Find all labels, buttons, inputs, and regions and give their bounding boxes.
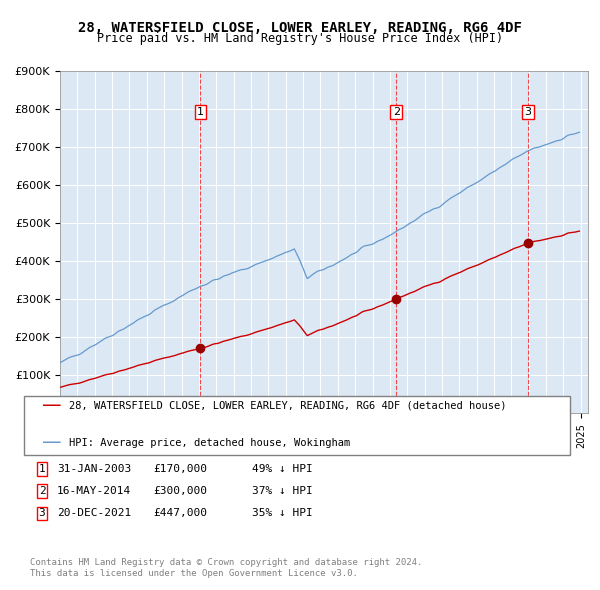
Text: 1: 1	[197, 107, 204, 117]
Text: HPI: Average price, detached house, Wokingham: HPI: Average price, detached house, Woki…	[69, 438, 350, 447]
Text: 16-MAY-2014: 16-MAY-2014	[57, 486, 131, 496]
Text: 37% ↓ HPI: 37% ↓ HPI	[252, 486, 313, 496]
Text: 31-JAN-2003: 31-JAN-2003	[57, 464, 131, 474]
Text: 35% ↓ HPI: 35% ↓ HPI	[252, 509, 313, 518]
Text: 2: 2	[38, 486, 46, 496]
Text: —: —	[42, 433, 62, 452]
Text: 28, WATERSFIELD CLOSE, LOWER EARLEY, READING, RG6 4DF (detached house): 28, WATERSFIELD CLOSE, LOWER EARLEY, REA…	[69, 401, 506, 411]
Text: 28, WATERSFIELD CLOSE, LOWER EARLEY, READING, RG6 4DF (detached house): 28, WATERSFIELD CLOSE, LOWER EARLEY, REA…	[69, 401, 506, 411]
Text: This data is licensed under the Open Government Licence v3.0.: This data is licensed under the Open Gov…	[30, 569, 358, 578]
Text: £170,000: £170,000	[153, 464, 207, 474]
Text: —: —	[42, 396, 62, 415]
Text: 49% ↓ HPI: 49% ↓ HPI	[252, 464, 313, 474]
Text: 3: 3	[524, 107, 532, 117]
Text: 3: 3	[38, 509, 46, 518]
Text: HPI: Average price, detached house, Wokingham: HPI: Average price, detached house, Woki…	[69, 438, 350, 447]
Text: £447,000: £447,000	[153, 509, 207, 518]
Text: 1: 1	[38, 464, 46, 474]
Text: Price paid vs. HM Land Registry's House Price Index (HPI): Price paid vs. HM Land Registry's House …	[97, 32, 503, 45]
Text: 28, WATERSFIELD CLOSE, LOWER EARLEY, READING, RG6 4DF: 28, WATERSFIELD CLOSE, LOWER EARLEY, REA…	[78, 21, 522, 35]
Text: —: —	[42, 396, 62, 415]
Text: 20-DEC-2021: 20-DEC-2021	[57, 509, 131, 518]
Text: 2: 2	[393, 107, 400, 117]
Text: £300,000: £300,000	[153, 486, 207, 496]
Text: —: —	[42, 433, 62, 452]
Text: Contains HM Land Registry data © Crown copyright and database right 2024.: Contains HM Land Registry data © Crown c…	[30, 558, 422, 566]
